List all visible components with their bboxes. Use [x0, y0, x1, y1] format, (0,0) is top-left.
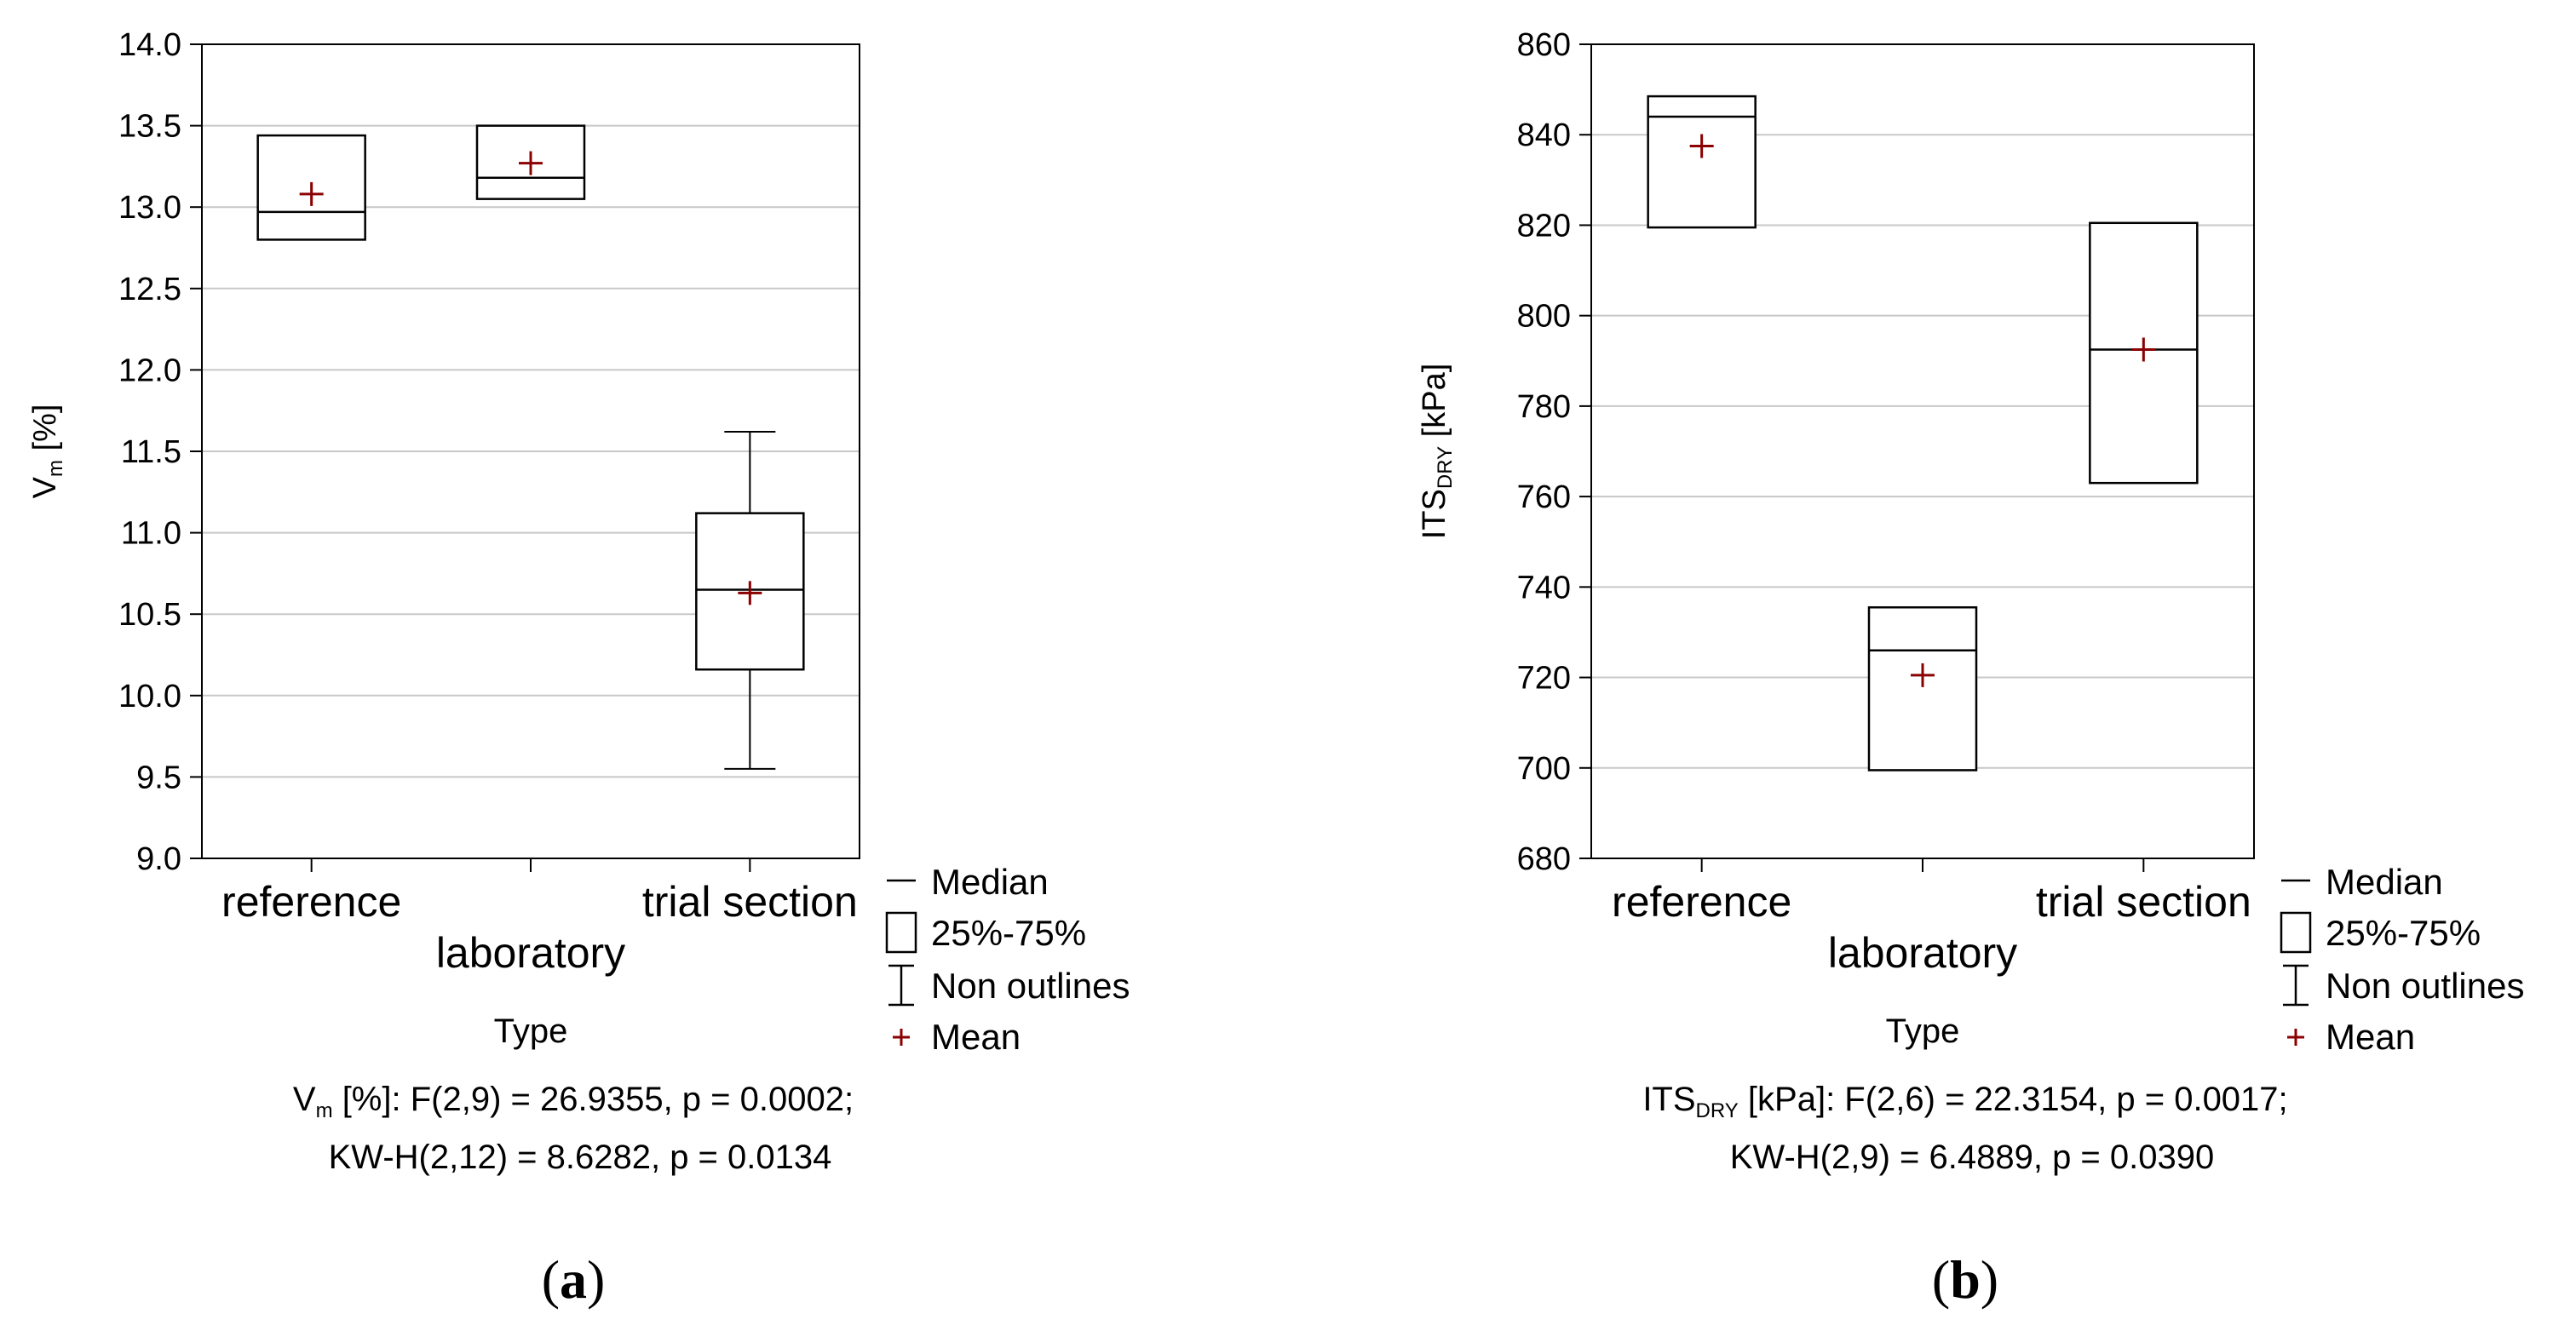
y-tick-label: 12.0 — [118, 353, 181, 388]
y-axis-label: Vm [%] — [27, 404, 67, 499]
legend-mean-label: Mean — [2326, 1017, 2415, 1057]
stats-line-1: Vm [%]: F(2,9) = 26.9355, p = 0.0002; — [293, 1081, 854, 1122]
legend-median-label: Median — [931, 862, 1049, 902]
y-tick-label: 820 — [1517, 208, 1571, 244]
legend-whisker-label: Non outlines — [2326, 966, 2524, 1006]
x-category-label: trial section — [642, 878, 858, 926]
x-category-label: laboratory — [436, 929, 625, 977]
y-tick-label: 680 — [1517, 841, 1571, 877]
panel-b: 680 700 720 740 760 780 800 820 840 860 reference l… — [1417, 27, 2524, 1310]
panel-label: (b) — [1932, 1249, 1998, 1310]
legend-box-label: 25%-75% — [2326, 913, 2481, 953]
y-tick-label: 14.0 — [118, 27, 181, 63]
box-laboratory — [475, 124, 586, 200]
legend-mean-label: Mean — [931, 1017, 1021, 1057]
box-reference — [256, 134, 366, 241]
y-axis-label: ITSDRY [kPa] — [1417, 364, 1457, 540]
legend-box-swatch — [2280, 911, 2312, 954]
x-category-label: reference — [1612, 878, 1791, 926]
legend-box-swatch — [885, 911, 917, 954]
legend-box-label: 25%-75% — [931, 913, 1086, 953]
y-tick-label: 13.0 — [118, 190, 181, 226]
x-category-label: reference — [221, 878, 401, 926]
panel-a: 9.0 9.5 10.0 10.5 11.0 11.5 12.0 12.5 13.0 13.5 14… — [27, 27, 1130, 1310]
y-tick-label: 700 — [1517, 751, 1571, 787]
box-laboratory — [1867, 605, 1978, 772]
y-tick-label: 860 — [1517, 27, 1571, 63]
y-tick-label: 10.0 — [118, 679, 181, 714]
panel-label: (a) — [542, 1249, 606, 1310]
box-trial-section — [2089, 221, 2199, 485]
x-axis-label: Type — [494, 1013, 568, 1050]
iqr-box — [1867, 605, 1978, 772]
y-tick-label: 760 — [1517, 479, 1571, 515]
legend: Median 25%-75% Non outlines Mean — [2280, 862, 2524, 1057]
legend-median-label: Median — [2326, 862, 2443, 902]
y-tick-label: 13.5 — [118, 109, 181, 145]
box-trial-section — [695, 431, 805, 770]
legend: Median 25%-75% Non outlines Mean — [885, 862, 1130, 1057]
box-reference — [1647, 95, 1757, 229]
legend-whisker-label: Non outlines — [931, 966, 1130, 1006]
stats-line-1: ITSDRY [kPa]: F(2,6) = 22.3154, p = 0.00… — [1642, 1081, 2287, 1122]
y-tick-label: 9.0 — [136, 841, 181, 877]
y-tick-label: 720 — [1517, 661, 1571, 697]
y-tick-label: 780 — [1517, 389, 1571, 425]
y-tick-label: 9.5 — [136, 760, 181, 795]
x-category-label: trial section — [2036, 878, 2251, 926]
x-axis-label: Type — [1886, 1013, 1960, 1050]
y-tick-label: 840 — [1517, 118, 1571, 153]
y-tick-label: 740 — [1517, 570, 1571, 605]
stats-line-2: KW-H(2,9) = 6.4889, p = 0.0390 — [1730, 1139, 2215, 1176]
y-tick-label: 12.5 — [118, 272, 181, 307]
iqr-box — [1647, 95, 1757, 229]
stats-line-2: KW-H(2,12) = 8.6282, p = 0.0134 — [329, 1139, 832, 1176]
y-tick-label: 10.5 — [118, 597, 181, 633]
x-category-label: laboratory — [1828, 929, 2017, 977]
y-tick-label: 11.0 — [121, 516, 181, 552]
y-tick-label: 11.5 — [121, 434, 181, 470]
y-tick-label: 800 — [1517, 299, 1571, 335]
